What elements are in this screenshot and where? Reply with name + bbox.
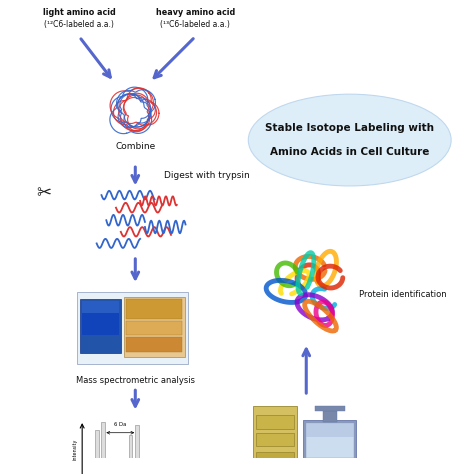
Bar <box>108 466 112 474</box>
Bar <box>315 406 345 411</box>
Bar <box>256 415 294 429</box>
Bar <box>256 433 294 446</box>
Text: Stable Isotope Labeling with: Stable Isotope Labeling with <box>265 123 434 134</box>
Text: (¹³C6-labeled a.a.): (¹³C6-labeled a.a.) <box>160 20 230 29</box>
Bar <box>82 301 119 335</box>
Text: 6 Da: 6 Da <box>114 422 127 427</box>
Bar <box>77 292 189 364</box>
Text: Mass spectrometric analysis: Mass spectrometric analysis <box>76 376 195 385</box>
Bar <box>256 452 294 467</box>
Text: intensity: intensity <box>73 438 77 460</box>
Text: Protein identification: Protein identification <box>359 290 447 299</box>
Text: (¹²C6-labeled a.a.): (¹²C6-labeled a.a.) <box>45 20 114 29</box>
Text: light amino acid: light amino acid <box>43 8 116 17</box>
Bar <box>253 406 297 473</box>
Text: ✂: ✂ <box>36 184 51 202</box>
Bar <box>126 300 182 319</box>
Bar <box>124 297 184 357</box>
Text: Amino Acids in Cell Culture: Amino Acids in Cell Culture <box>270 146 429 156</box>
Text: Digest with trypsin: Digest with trypsin <box>164 171 250 180</box>
Bar <box>128 435 132 474</box>
Bar <box>306 423 354 458</box>
Text: heavy amino acid: heavy amino acid <box>155 8 235 17</box>
Bar <box>126 337 182 352</box>
Bar <box>126 321 182 335</box>
Bar <box>80 300 121 353</box>
Bar <box>82 301 119 313</box>
Bar <box>303 420 356 464</box>
Ellipse shape <box>248 94 451 186</box>
Bar <box>323 410 337 422</box>
Text: Combine: Combine <box>115 142 155 151</box>
Bar <box>135 425 139 474</box>
Bar <box>306 423 354 437</box>
Bar <box>95 430 99 474</box>
Bar <box>142 468 146 474</box>
Bar <box>101 422 105 474</box>
